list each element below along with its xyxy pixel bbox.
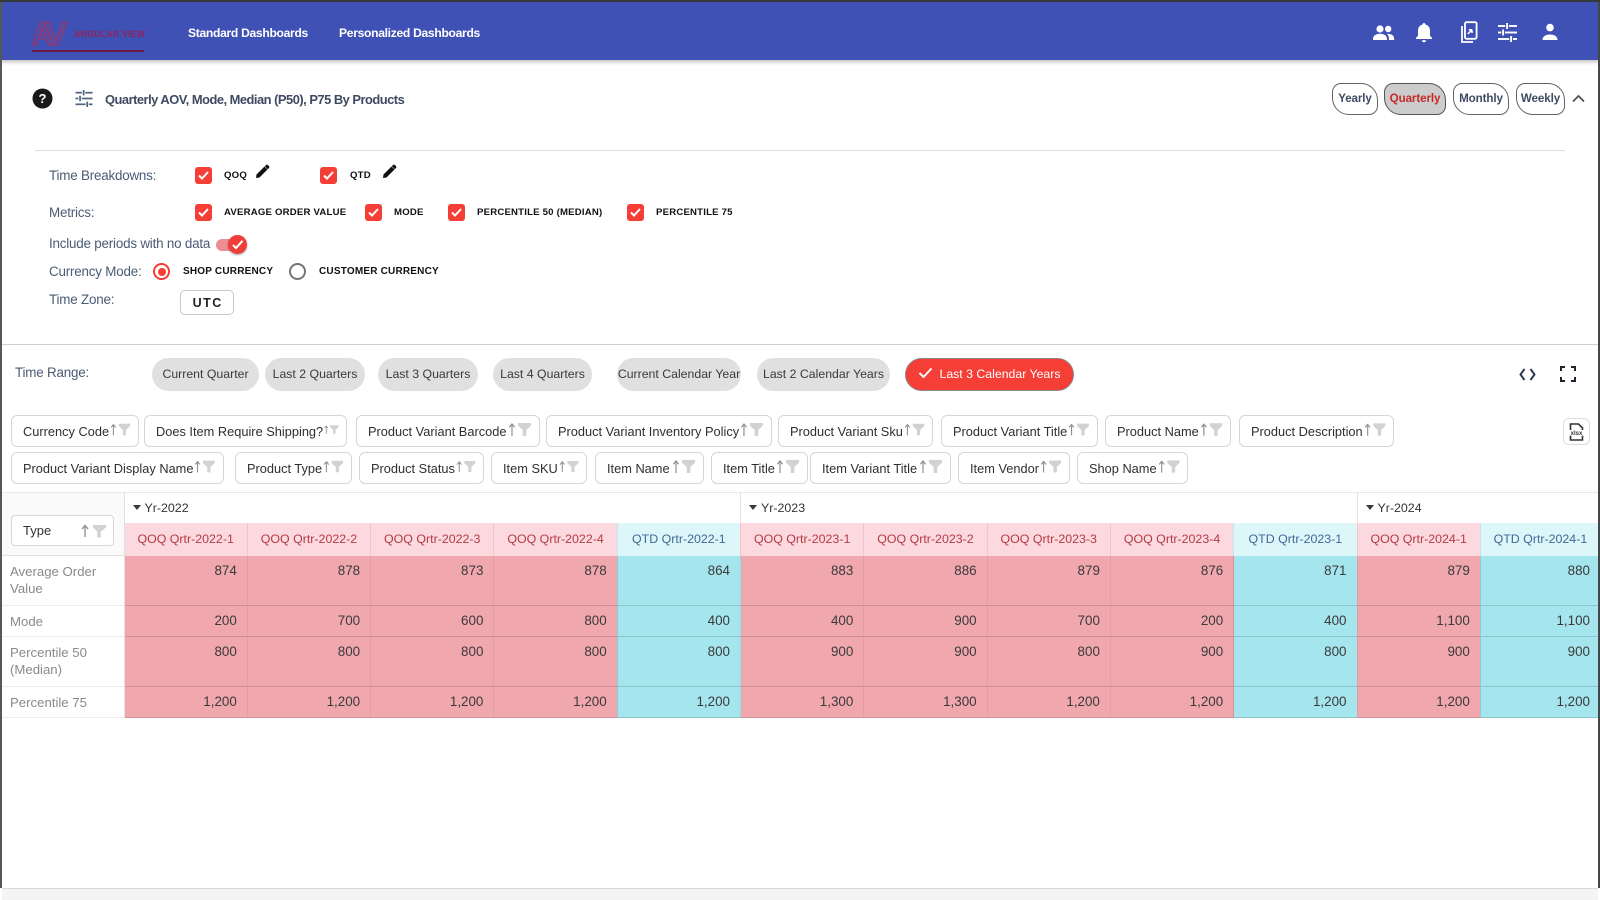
svg-text:xlsx: xlsx	[1571, 431, 1583, 437]
svg-text:?: ?	[39, 91, 47, 106]
